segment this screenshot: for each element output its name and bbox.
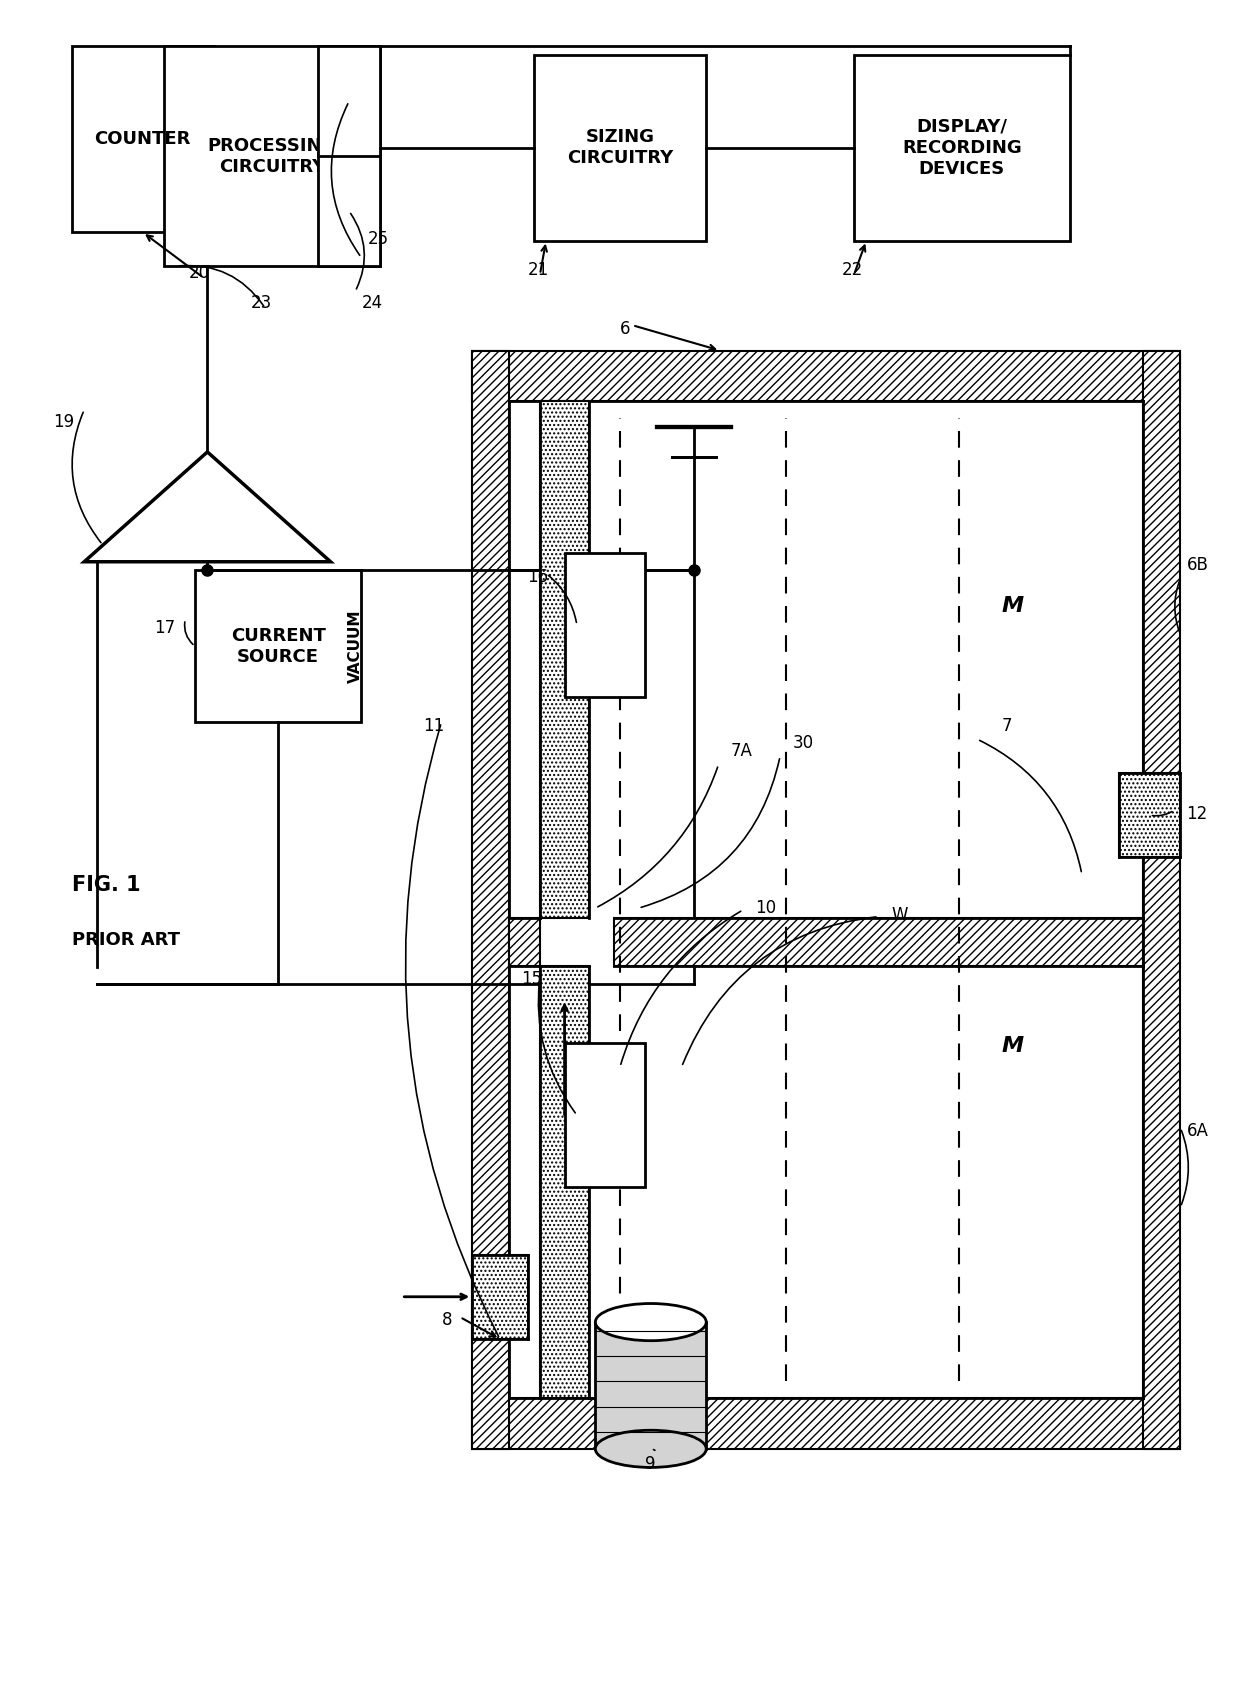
Text: 6: 6 — [620, 319, 630, 338]
Bar — [472, 1255, 528, 1340]
Bar — [1143, 350, 1180, 1448]
Ellipse shape — [595, 1430, 707, 1467]
Bar — [1122, 778, 1177, 852]
Text: 15: 15 — [522, 970, 543, 988]
Text: COUNTER: COUNTER — [94, 131, 191, 148]
Bar — [319, 46, 379, 156]
Text: DISPLAY/
RECORDING
DEVICES: DISPLAY/ RECORDING DEVICES — [901, 117, 1022, 178]
Text: 8: 8 — [441, 1311, 451, 1330]
Text: 10: 10 — [755, 900, 776, 917]
Text: 23: 23 — [250, 294, 272, 312]
Text: 24: 24 — [361, 294, 382, 312]
Bar — [595, 1323, 707, 1448]
Text: 17: 17 — [155, 618, 176, 637]
Bar — [512, 922, 537, 963]
Bar — [854, 54, 1070, 241]
Text: 21: 21 — [528, 260, 549, 278]
Text: 20: 20 — [188, 263, 210, 282]
Bar — [472, 350, 1180, 401]
Bar — [476, 1260, 525, 1335]
Text: 7: 7 — [1002, 717, 1012, 735]
Text: 25: 25 — [367, 231, 388, 248]
Bar — [472, 350, 510, 1448]
Bar — [564, 554, 645, 696]
Text: 30: 30 — [792, 734, 813, 752]
Text: 19: 19 — [53, 413, 74, 431]
Bar — [1118, 773, 1180, 857]
Bar — [533, 54, 707, 241]
Text: 9: 9 — [645, 1455, 655, 1474]
Bar — [539, 401, 589, 919]
Bar — [319, 153, 379, 267]
Bar — [564, 1043, 645, 1187]
Text: CURRENT
SOURCE: CURRENT SOURCE — [231, 627, 326, 666]
Ellipse shape — [595, 1304, 707, 1341]
Text: PROCESSING
CIRCUITRY: PROCESSING CIRCUITRY — [207, 138, 337, 175]
Bar — [539, 966, 589, 1397]
Text: FIG. 1: FIG. 1 — [72, 874, 140, 895]
Text: 22: 22 — [842, 260, 863, 278]
Bar — [72, 46, 213, 233]
Text: PRIOR ART: PRIOR ART — [72, 931, 180, 949]
Bar — [195, 571, 361, 722]
Bar — [616, 922, 1141, 963]
Text: 6B: 6B — [1187, 557, 1209, 574]
Text: SIZING
CIRCUITRY: SIZING CIRCUITRY — [567, 129, 673, 166]
Bar — [543, 406, 585, 914]
Text: VACUUM: VACUUM — [347, 610, 362, 683]
Bar — [614, 919, 1143, 966]
Bar — [510, 401, 1143, 1397]
Text: M: M — [1002, 596, 1024, 616]
Text: 7A: 7A — [730, 742, 753, 761]
Text: 12: 12 — [1187, 805, 1208, 822]
Bar — [543, 971, 585, 1392]
Text: 6A: 6A — [1187, 1122, 1209, 1141]
Text: 16: 16 — [528, 569, 549, 586]
Text: W: W — [892, 907, 908, 924]
Bar — [510, 919, 539, 966]
Bar — [164, 46, 379, 267]
Text: M: M — [1002, 1036, 1024, 1056]
Text: 11: 11 — [423, 717, 444, 735]
Bar — [472, 1397, 1180, 1448]
